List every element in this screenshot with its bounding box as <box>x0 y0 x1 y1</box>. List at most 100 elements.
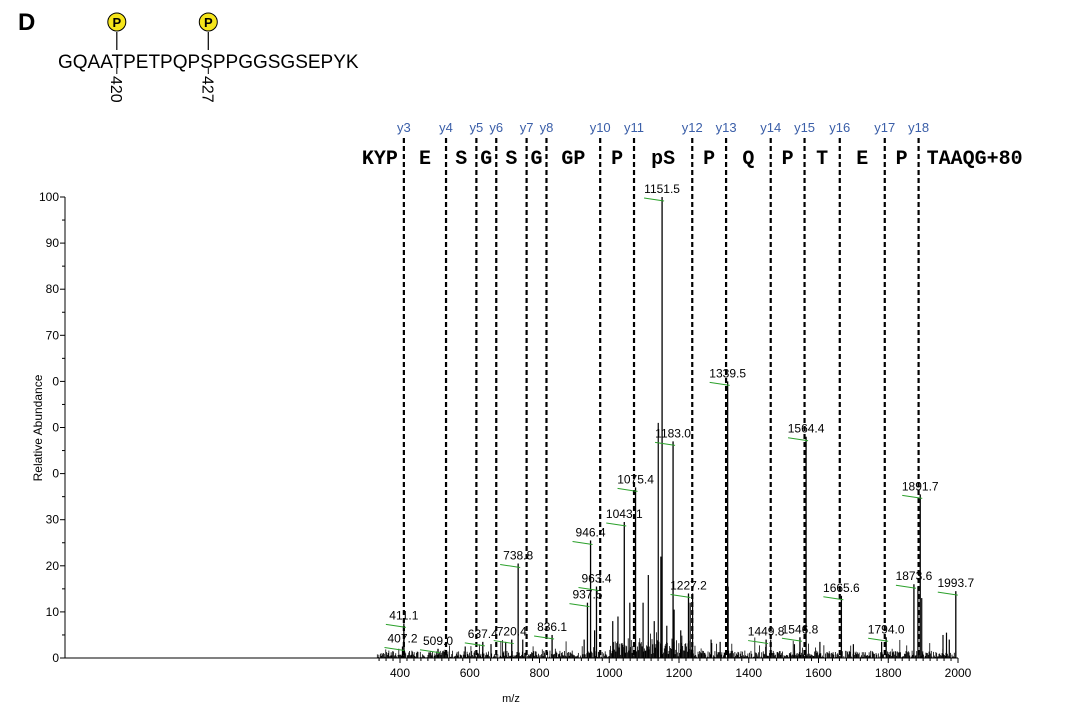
peak-annotation-tick-738.8 <box>500 564 521 568</box>
peak-label-1075.4: 1075.4 <box>617 472 654 486</box>
residue-label-14: P <box>896 148 908 171</box>
peptide-sequence: GQAATPETPQPSPPGGSGSEPYK <box>58 52 359 73</box>
ion-label-y16: y16 <box>829 120 850 135</box>
peptide-sequence-block: GQAATPETPQPSPPGGSGSEPYK P 420 P 427 <box>58 12 359 103</box>
residue-label-1: E <box>419 148 431 171</box>
ion-label-y11: y11 <box>624 120 644 135</box>
peak-annotation-tick-946.4 <box>572 540 593 545</box>
y-tick-label-10: 10 <box>46 605 60 619</box>
y-tick-label-70: 70 <box>46 328 60 342</box>
peak-annotation-tick-411.1 <box>385 623 406 628</box>
peak-annotation-tick-509.0 <box>419 649 441 654</box>
x-tick-label-600: 600 <box>460 666 480 680</box>
peak-label-1183.0: 1183.0 <box>655 426 691 440</box>
panel-label: D <box>18 9 35 36</box>
peak-annotation-tick-937.5 <box>569 603 590 608</box>
y-tick-label-90: 90 <box>46 236 60 250</box>
peak-annotation-tick-1564.4 <box>788 437 809 442</box>
ion-label-y13: y13 <box>716 120 737 135</box>
peak-annotation-tick-1993.7 <box>937 591 958 596</box>
peak-annotation-tick-1075.4 <box>617 487 638 492</box>
peak-label-1665.6: 1665.6 <box>823 581 860 595</box>
peak-label-1449.8: 1449.8 <box>748 625 785 639</box>
peak-annotation-tick-1227.2 <box>670 593 691 598</box>
peak-label-720.4: 720.4 <box>497 625 527 639</box>
peak-annotation-tick-1183.0 <box>654 441 676 446</box>
peak-annotation-tick-1873.6 <box>895 584 916 589</box>
peak-label-1043.1: 1043.1 <box>606 507 643 521</box>
phospho-symbol-0: P <box>112 15 121 30</box>
ion-label-y17: y17 <box>874 120 895 135</box>
y-tick-label-30: 30 <box>46 513 60 527</box>
ion-label-y6: y6 <box>489 120 503 135</box>
spectrum-peaks <box>401 197 957 658</box>
peak-label-963.4: 963.4 <box>581 572 611 586</box>
ion-label-y14: y14 <box>760 120 781 135</box>
y-tick-label-40: 0 <box>52 467 59 481</box>
peak-annotation-tick-1339.5 <box>709 381 730 386</box>
peak-annotation-tick-1449.8 <box>748 640 769 645</box>
y-tick-label-60: 0 <box>52 374 59 388</box>
plot-axes: 0 10 20 30 0 0 0 70 80 90 100 400 600 800 1000 1200 140… <box>31 190 972 705</box>
peak-label-1993.7: 1993.7 <box>937 576 974 590</box>
phospho-sites: P 420 P 427 <box>107 12 218 103</box>
peak-label-1873.6: 1873.6 <box>896 569 933 583</box>
ion-label-y4: y4 <box>439 120 453 135</box>
peak-label-407.2: 407.2 <box>387 631 417 645</box>
residue-label-8: pS <box>651 148 675 171</box>
residue-label-11: P <box>782 148 794 171</box>
peak-annotation-tick-836.1 <box>534 635 555 640</box>
x-tick-label-1200: 1200 <box>666 666 693 680</box>
residue-label-5: G <box>531 148 543 171</box>
phospho-circle-0 <box>107 12 127 32</box>
fragment-ion-lines <box>402 138 920 656</box>
peak-label-411.1: 411.1 <box>389 608 418 622</box>
peak-label-1546.8: 1546.8 <box>782 622 819 636</box>
peak-annotation-tick-1043.1 <box>606 522 627 527</box>
peak-annotation-tick-1794.0 <box>868 637 889 642</box>
residue-label-12: T <box>816 148 828 171</box>
ion-label-y3: y3 <box>397 120 411 135</box>
ion-label-y7: y7 <box>520 120 534 135</box>
fragment-ion-labels: y3 y4 y5 y6 y7 y8 y10 y11 y12 y13 y14 y15 y16 y17 y18 <box>397 120 929 135</box>
residue-label-3: G <box>480 148 492 171</box>
y-axis-ticks: 0 10 20 30 0 0 0 70 80 90 100 <box>39 190 65 665</box>
x-tick-label-1800: 1800 <box>875 666 902 680</box>
x-axis-label: m/z <box>502 693 520 705</box>
ion-label-y8: y8 <box>540 120 554 135</box>
x-tick-label-400: 400 <box>390 666 410 680</box>
peak-annotation-tick-1151.5 <box>644 197 665 202</box>
peak-annotation-tick-720.4 <box>493 640 514 645</box>
y-tick-label-80: 80 <box>46 282 60 296</box>
y-tick-label-0: 0 <box>52 651 59 665</box>
peak-label-509.0: 509.0 <box>423 634 453 648</box>
site-label-1: 427 <box>198 76 215 103</box>
peak-annotation-tick-1665.6 <box>823 596 844 601</box>
site-label-0: 420 <box>107 76 124 103</box>
peak-label-1227.2: 1227.2 <box>670 578 707 592</box>
residue-label-13: E <box>856 148 868 171</box>
x-tick-label-1400: 1400 <box>735 666 762 680</box>
residue-label-2: S <box>455 148 467 171</box>
peak-label-937.5: 937.5 <box>572 588 602 602</box>
x-tick-label-2000: 2000 <box>945 666 972 680</box>
peak-label-1564.4: 1564.4 <box>788 422 825 436</box>
phospho-circle-1 <box>198 12 218 32</box>
ion-label-y12: y12 <box>682 120 703 135</box>
y-tick-label-50: 0 <box>52 421 59 435</box>
peak-label-1339.5: 1339.5 <box>709 366 746 380</box>
peak-label-738.8: 738.8 <box>503 548 533 562</box>
residue-label-6: GP <box>561 148 585 171</box>
residue-label-7: P <box>611 148 623 171</box>
ion-label-y15: y15 <box>794 120 815 135</box>
x-tick-label-1000: 1000 <box>596 666 623 680</box>
x-tick-label-800: 800 <box>529 666 549 680</box>
peak-label-1151.5: 1151.5 <box>644 182 680 196</box>
residue-label-0: KYP <box>362 148 398 171</box>
peak-label-946.4: 946.4 <box>576 525 606 539</box>
peak-annotation-tick-407.2 <box>384 646 405 651</box>
residue-label-4: S <box>505 148 517 171</box>
peak-annotation-tick-637.4 <box>464 642 485 647</box>
y-axis-label: Relative Abundance <box>31 374 45 481</box>
